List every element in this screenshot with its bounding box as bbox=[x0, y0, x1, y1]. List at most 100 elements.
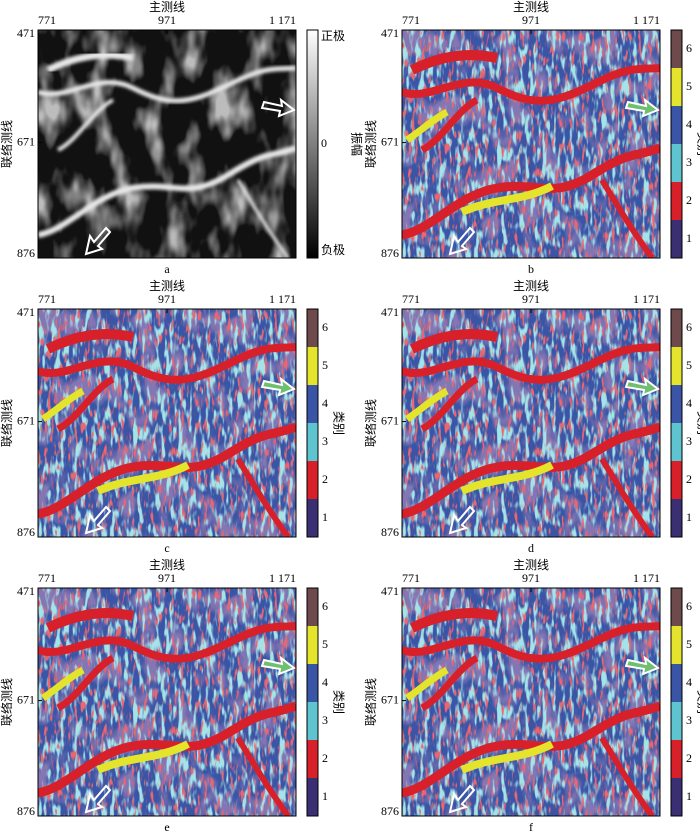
y-tick-label: 671 bbox=[381, 692, 399, 706]
colorbar-swatch bbox=[671, 778, 682, 816]
channel bbox=[599, 457, 655, 537]
colorbar-label: 6 bbox=[322, 599, 328, 613]
channel bbox=[420, 96, 479, 154]
map-content bbox=[402, 309, 660, 537]
arrow bbox=[84, 505, 112, 535]
panel-caption: c bbox=[164, 541, 169, 555]
y-tick-label: 876 bbox=[17, 804, 35, 818]
colorbar-swatch bbox=[671, 106, 682, 144]
colorbar-label: 1 bbox=[686, 231, 692, 245]
colorbar-swatch bbox=[671, 385, 682, 423]
x-tick-label: 1 171 bbox=[633, 13, 660, 27]
channel bbox=[56, 654, 115, 712]
panel-caption: e bbox=[164, 820, 169, 834]
colorbar-label: 6 bbox=[322, 320, 328, 334]
colorbar-label: 2 bbox=[686, 193, 692, 207]
map-texture bbox=[38, 309, 296, 537]
channel bbox=[38, 622, 296, 663]
colorbar-swatch bbox=[671, 740, 682, 778]
x-tick-label: 1 171 bbox=[269, 292, 296, 306]
channel-fill bbox=[41, 387, 85, 422]
panel-caption: a bbox=[164, 262, 170, 276]
colorbar-label: 4 bbox=[686, 675, 692, 689]
y-tick-label: 671 bbox=[381, 134, 399, 148]
x-tick-label: 971 bbox=[522, 292, 540, 306]
x-tick-label: 771 bbox=[38, 292, 56, 306]
y-tick-label: 876 bbox=[17, 525, 35, 539]
channel-fill bbox=[460, 182, 554, 216]
x-tick-label: 771 bbox=[402, 13, 420, 27]
x-tick-label: 971 bbox=[158, 571, 176, 585]
map-texture bbox=[402, 309, 660, 537]
colorbar-swatch bbox=[671, 423, 682, 461]
y-tick-label: 471 bbox=[381, 584, 399, 598]
colorbar-label: 2 bbox=[686, 751, 692, 765]
panel-caption: d bbox=[528, 541, 534, 555]
panel-caption: f bbox=[529, 820, 533, 834]
channel bbox=[409, 329, 499, 354]
colorbar-label: 5 bbox=[322, 358, 328, 372]
colorbar-swatch bbox=[671, 499, 682, 537]
colorbar-frame bbox=[670, 308, 683, 538]
channel bbox=[57, 98, 114, 152]
y-tick-label: 471 bbox=[381, 26, 399, 40]
channel bbox=[45, 608, 135, 633]
y-tick-label: 876 bbox=[381, 525, 399, 539]
map-image bbox=[37, 587, 297, 817]
colorbar-label: 1 bbox=[686, 510, 692, 524]
colorbar-swatch bbox=[307, 499, 318, 537]
x-tick-label: 1 171 bbox=[633, 571, 660, 585]
channel-fill bbox=[460, 740, 554, 774]
channel bbox=[409, 50, 499, 75]
colorbar-swatch bbox=[307, 778, 318, 816]
colorbar-label: 5 bbox=[322, 637, 328, 651]
y-tick-label: 471 bbox=[17, 584, 35, 598]
x-tick-label: 971 bbox=[522, 13, 540, 27]
panel: 主测线 771 971 1 171 联络测线 471 671 876 e 1 2 3 4 5 6 类别 bbox=[0, 558, 345, 834]
arrow bbox=[624, 376, 660, 397]
colorbar-swatch bbox=[671, 461, 682, 499]
colorbar-swatch bbox=[307, 740, 318, 778]
y-axis-title: 联络测线 bbox=[363, 678, 378, 726]
colorbar-label: 5 bbox=[686, 358, 692, 372]
y-tick-label: 876 bbox=[381, 246, 399, 260]
colorbar-label: 3 bbox=[686, 713, 692, 727]
colorbar-label: 1 bbox=[686, 789, 692, 803]
colorbar-label: 2 bbox=[322, 751, 328, 765]
colorbar-swatch bbox=[307, 385, 318, 423]
x-axis-title: 主测线 bbox=[149, 279, 185, 293]
x-tick-label: 1 171 bbox=[633, 292, 660, 306]
arrow bbox=[448, 784, 476, 814]
arrow bbox=[624, 97, 660, 118]
colorbar-swatch bbox=[671, 182, 682, 220]
map-image bbox=[37, 29, 297, 259]
channel-fill bbox=[405, 387, 449, 422]
x-axis-title: 主测线 bbox=[149, 558, 185, 572]
colorbar-label: 3 bbox=[686, 155, 692, 169]
x-tick-label: 971 bbox=[158, 292, 176, 306]
channel bbox=[46, 51, 134, 74]
map-texture bbox=[38, 30, 296, 258]
colorbar-label: 4 bbox=[686, 117, 692, 131]
colorbar-swatch bbox=[307, 423, 318, 461]
colorbar-label: 4 bbox=[322, 396, 328, 410]
channel bbox=[45, 329, 135, 354]
colorbar-swatch bbox=[307, 588, 318, 626]
colorbar-swatch bbox=[671, 664, 682, 702]
map-image bbox=[37, 308, 297, 538]
arrow bbox=[448, 226, 476, 256]
arrow bbox=[84, 784, 112, 814]
arrow bbox=[260, 97, 296, 118]
map-texture bbox=[38, 588, 296, 816]
x-tick-label: 771 bbox=[38, 571, 56, 585]
y-tick-label: 671 bbox=[17, 692, 35, 706]
x-tick-label: 1 171 bbox=[269, 571, 296, 585]
colorbar-label: 4 bbox=[322, 675, 328, 689]
arrow bbox=[84, 226, 112, 256]
colorbar-swatch bbox=[307, 626, 318, 664]
map-texture bbox=[402, 30, 660, 258]
y-axis-title: 联络测线 bbox=[0, 120, 14, 168]
channel bbox=[599, 736, 655, 816]
channel-fill bbox=[96, 461, 190, 495]
colorbar-label: 6 bbox=[686, 320, 692, 334]
